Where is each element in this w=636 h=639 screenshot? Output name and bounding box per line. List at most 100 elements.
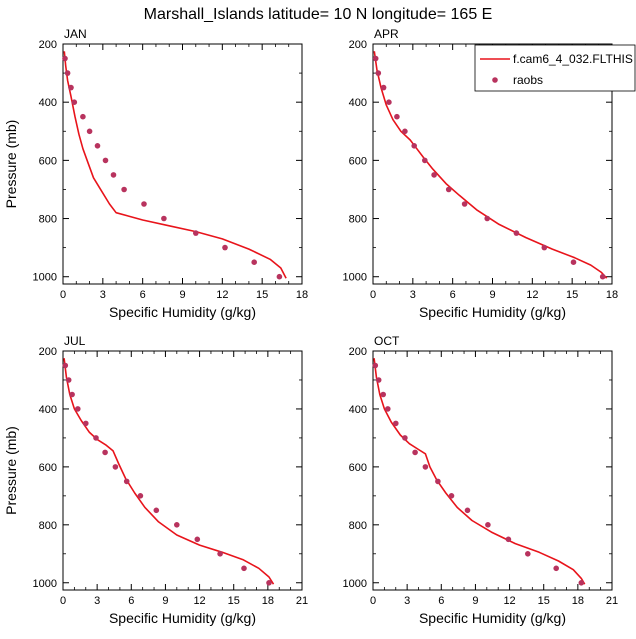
y-tick-label-apr: 400 — [349, 97, 367, 109]
x-tick-label-apr: 3 — [410, 289, 416, 301]
x-tick-label-oct: 21 — [606, 595, 618, 607]
x-tick-label-oct: 3 — [404, 595, 410, 607]
obs-point-jan — [222, 244, 228, 251]
series-group-apr — [373, 51, 608, 279]
x-tick-label-jul: 6 — [128, 595, 134, 607]
obs-point-apr — [570, 259, 577, 266]
x-tick-label-jul: 15 — [228, 595, 240, 607]
obs-point-apr — [599, 273, 606, 280]
y-tick-label-jul: 800 — [39, 520, 57, 532]
y-tick-label-jul: 200 — [39, 346, 57, 358]
x-tick-label-oct: 0 — [370, 595, 376, 607]
obs-point-oct — [505, 536, 512, 543]
panel-label-oct: OCT — [374, 334, 400, 348]
x-tick-label-oct: 6 — [438, 595, 444, 607]
obs-point-oct — [380, 391, 387, 398]
obs-point-jul — [93, 435, 99, 441]
model-line-jan — [63, 51, 287, 279]
panel-oct: 0 3 6 9 12 15 18 21 200 400 600 800 1000 OCT Specific … — [343, 334, 619, 626]
obs-point-oct — [385, 406, 391, 412]
x-tick-label-apr: 9 — [489, 289, 495, 301]
obs-point-apr — [380, 84, 387, 91]
x-axis-label-jul: Specific Humidity (g/kg) — [109, 610, 256, 626]
panel-jul: 0 3 6 9 12 15 18 21 200 400 600 800 1000 JUL Specific … — [3, 334, 308, 626]
x-tick-label-apr: 6 — [450, 289, 456, 301]
obs-point-jul — [65, 377, 72, 383]
obs-point-jul — [83, 420, 89, 427]
x-tick-label-jan: 12 — [216, 289, 228, 301]
x-tick-label-jan: 9 — [179, 289, 185, 301]
series-group-oct — [373, 358, 586, 585]
obs-point-oct — [448, 493, 455, 499]
obs-point-jan — [68, 84, 74, 91]
obs-point-oct — [485, 522, 491, 528]
y-tick-label-oct: 800 — [349, 520, 367, 532]
legend-obs-label: raobs — [513, 73, 543, 87]
obs-point-oct — [375, 377, 382, 383]
obs-point-oct — [578, 580, 585, 586]
obs-point-jan — [121, 186, 127, 193]
panel-label-jul: JUL — [64, 334, 86, 348]
obs-point-jan — [110, 172, 117, 178]
obs-point-apr — [461, 201, 468, 207]
x-tick-label-jul: 3 — [94, 595, 100, 607]
y-tick-label-jul: 600 — [39, 462, 57, 474]
x-tick-label-oct: 12 — [503, 595, 515, 607]
x-axis-label-jan: Specific Humidity (g/kg) — [109, 304, 256, 320]
model-line-oct — [373, 358, 586, 585]
series-group-jan — [63, 51, 287, 279]
obs-point-jul — [112, 464, 119, 470]
obs-point-jan — [141, 201, 147, 207]
obs-point-jan — [161, 215, 167, 222]
model-line-apr — [373, 51, 608, 279]
obs-point-oct — [464, 507, 471, 514]
x-tick-label-jul: 9 — [162, 595, 168, 607]
figure-title: Marshall_Islands latitude= 10 N longitud… — [144, 6, 493, 23]
obs-point-jan — [80, 113, 86, 120]
obs-point-apr — [375, 70, 382, 76]
obs-point-apr — [386, 99, 392, 105]
y-tick-label-oct: 400 — [349, 404, 367, 416]
x-tick-label-jan: 18 — [296, 289, 308, 301]
obs-point-jul — [62, 362, 69, 369]
y-tick-label-jul: 400 — [39, 404, 57, 416]
x-tick-label-apr: 18 — [606, 289, 618, 301]
obs-point-apr — [394, 113, 400, 120]
panel-apr: 0 3 6 9 12 15 18 200 400 600 800 1000 APR Specific Hu… — [343, 27, 619, 320]
obs-point-jan — [64, 70, 71, 76]
obs-point-apr — [431, 172, 437, 178]
series-group-jul — [63, 358, 275, 585]
y-tick-label-apr: 800 — [349, 214, 367, 226]
panel-jan: 0 3 6 9 12 15 18 200 400 600 800 1000 JAN Specific Hu… — [3, 27, 308, 320]
y-tick-label-apr: 1000 — [343, 272, 367, 284]
obs-point-jan — [193, 230, 199, 236]
obs-point-jan — [276, 273, 283, 280]
x-tick-label-jan: 3 — [100, 289, 106, 301]
y-tick-label-jan: 1000 — [33, 272, 57, 284]
x-tick-label-jul: 0 — [60, 595, 66, 607]
legend-obs-swatch — [492, 77, 498, 83]
obs-point-apr — [541, 244, 548, 251]
obs-point-jan — [94, 143, 101, 149]
obs-point-jul — [137, 493, 144, 499]
plot-frame-oct — [372, 350, 613, 591]
obs-point-oct — [372, 362, 379, 369]
obs-point-apr — [402, 128, 408, 135]
obs-point-jan — [86, 128, 93, 135]
x-tick-label-jul: 12 — [193, 595, 205, 607]
obs-point-apr — [422, 157, 428, 164]
y-tick-label-jan: 600 — [39, 155, 57, 167]
plot-frame-jan — [62, 43, 303, 285]
obs-point-jul — [194, 536, 201, 543]
y-tick-label-jan: 800 — [39, 214, 57, 226]
obs-point-apr — [484, 215, 491, 222]
x-axis-label-apr: Specific Humidity (g/kg) — [419, 304, 566, 320]
x-tick-label-oct: 18 — [572, 595, 584, 607]
obs-point-jan — [251, 259, 257, 266]
model-line-jul — [63, 358, 275, 585]
x-tick-label-apr: 12 — [526, 289, 538, 301]
obs-point-jul — [153, 507, 160, 514]
obs-point-oct — [525, 551, 531, 557]
